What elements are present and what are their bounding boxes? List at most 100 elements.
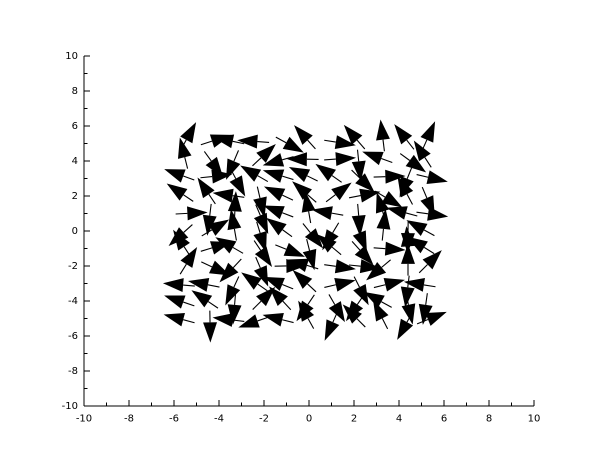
arrow-shaft xyxy=(351,240,361,251)
vector-arrow xyxy=(266,217,293,238)
vector-arrow xyxy=(238,314,269,328)
arrow-shaft xyxy=(324,284,336,288)
vector-arrow xyxy=(397,176,414,205)
arrow-shaft xyxy=(229,167,237,179)
vector-arrow xyxy=(352,221,367,252)
arrow-head-icon xyxy=(427,206,449,221)
axes-group: -10 -8 -6 -4 -2 0 2 4 6 8 10 -10 -8 -6 -4 -2 0 2 4 6 8 10 xyxy=(62,51,541,424)
arrow-head-icon xyxy=(366,262,387,281)
arrow-head-icon xyxy=(298,300,315,322)
vector-arrow xyxy=(274,258,307,273)
arrow-shaft xyxy=(348,195,361,199)
arrow-shaft xyxy=(324,264,336,267)
arrow-head-icon xyxy=(253,212,269,235)
arrow-shaft xyxy=(381,259,391,268)
vector-arrow xyxy=(376,119,390,152)
arrow-shaft xyxy=(282,229,293,238)
arrow-shaft xyxy=(381,158,393,164)
arrow-shaft xyxy=(406,311,414,323)
y-tick-label: 8 xyxy=(72,86,78,97)
arrow-head-icon xyxy=(227,191,242,212)
y-tick-label: 0 xyxy=(72,226,78,237)
y-axis: -10 -8 -6 -4 -2 0 2 4 6 8 10 xyxy=(62,51,90,412)
arrow-shaft xyxy=(233,276,240,288)
arrow-head-icon xyxy=(425,311,447,326)
arrow-shaft xyxy=(381,228,385,241)
arrow-head-icon xyxy=(197,177,215,199)
arrow-head-icon xyxy=(334,259,356,274)
arrow-head-icon xyxy=(359,259,381,274)
arrow-head-icon xyxy=(177,137,192,159)
arrow-shaft xyxy=(373,284,386,289)
vector-arrow xyxy=(373,241,406,256)
arrow-head-icon xyxy=(384,241,406,256)
arrow-head-icon xyxy=(363,291,385,308)
vector-arrow xyxy=(397,311,414,340)
y-tick-label: -2 xyxy=(68,261,78,272)
vector-arrow xyxy=(416,206,449,221)
vector-arrow xyxy=(366,259,391,281)
arrow-head-icon xyxy=(311,206,333,220)
arrow-shaft xyxy=(406,193,414,205)
vector-arrow xyxy=(262,169,294,183)
arrow-head-icon xyxy=(238,314,260,328)
arrow-head-icon xyxy=(353,283,369,306)
arrow-shaft xyxy=(423,229,435,237)
arrow-head-icon xyxy=(397,176,414,198)
arrow-shaft xyxy=(306,175,318,182)
arrow-shaft xyxy=(253,240,262,251)
arrow-shaft xyxy=(255,256,261,269)
vector-arrow xyxy=(253,221,267,253)
x-tick-label: 8 xyxy=(486,413,492,424)
vector-arrow xyxy=(229,167,246,197)
arrow-head-icon xyxy=(227,304,242,326)
vector-arrow xyxy=(275,136,304,153)
arrow-shaft xyxy=(257,316,269,322)
arrow-shaft xyxy=(325,194,336,203)
arrow-head-icon xyxy=(315,163,336,182)
arrow-shaft xyxy=(183,224,193,233)
arrow-head-icon xyxy=(164,295,186,309)
arrow-head-icon xyxy=(240,165,262,182)
arrow-head-icon xyxy=(334,277,356,292)
arrow-shaft xyxy=(282,319,294,324)
vector-arrow xyxy=(316,234,342,256)
x-tick-label: -2 xyxy=(259,413,269,424)
arrow-shaft xyxy=(183,319,195,324)
vector-arrow xyxy=(420,121,436,151)
vector-arrow xyxy=(399,153,427,173)
x-tick-label: 10 xyxy=(528,413,541,424)
arrow-head-icon xyxy=(355,173,375,193)
arrow-shaft xyxy=(183,284,195,287)
arrow-shaft xyxy=(381,301,392,308)
arrow-shaft xyxy=(183,301,195,307)
vector-arrow xyxy=(177,137,192,169)
x-tick-label: 6 xyxy=(441,413,447,424)
arrow-shaft xyxy=(381,318,389,330)
arrow-head-icon xyxy=(286,258,307,273)
arrow-head-icon xyxy=(375,192,390,214)
vector-arrow xyxy=(324,135,356,149)
vector-arrow xyxy=(292,269,317,293)
arrow-shaft xyxy=(353,276,360,288)
arrow-head-icon xyxy=(180,247,198,268)
arrow-head-icon xyxy=(211,169,233,184)
x-tick-label: -8 xyxy=(124,413,134,424)
vector-arrow xyxy=(302,223,324,249)
vector-arrow xyxy=(351,240,374,266)
arrow-head-icon xyxy=(262,169,285,183)
arrow-head-icon xyxy=(253,196,267,218)
arrow-head-icon xyxy=(166,183,188,201)
vector-arrow xyxy=(394,124,415,150)
arrow-head-icon xyxy=(263,276,285,291)
arrow-shaft xyxy=(207,301,219,309)
arrow-shaft xyxy=(332,222,340,234)
arrow-head-icon xyxy=(225,284,241,306)
arrow-shaft xyxy=(306,239,311,251)
arrow-shaft xyxy=(282,175,294,181)
arrow-shaft xyxy=(255,204,261,216)
arrow-head-icon xyxy=(328,301,345,323)
vector-arrow xyxy=(275,242,306,257)
vector-arrow xyxy=(418,293,433,325)
arrow-shaft xyxy=(252,157,262,167)
